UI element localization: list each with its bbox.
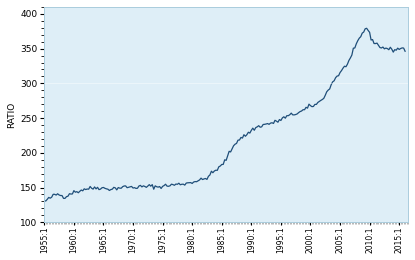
Y-axis label: RATIO: RATIO bbox=[7, 101, 16, 128]
